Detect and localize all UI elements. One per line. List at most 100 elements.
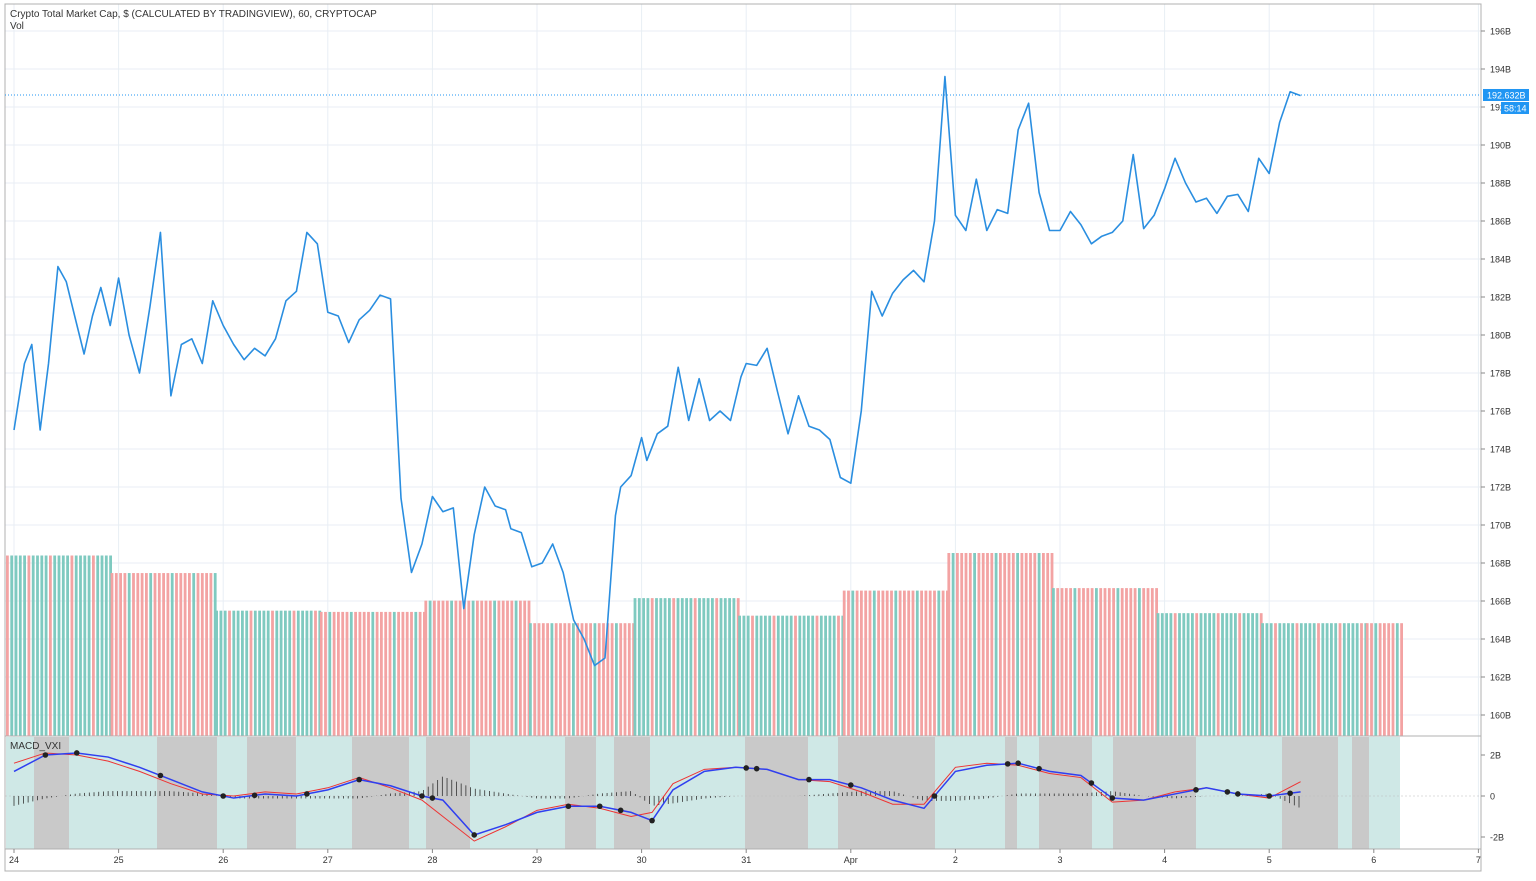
volume-bar	[192, 573, 196, 736]
volume-bar	[1150, 588, 1154, 736]
volume-bar	[510, 600, 514, 736]
volume-bar	[824, 615, 827, 736]
volume-bar	[663, 598, 667, 736]
macd-cross-marker	[753, 765, 760, 772]
volume-bar	[1304, 623, 1307, 736]
volume-bar	[1095, 588, 1098, 736]
volume-bar	[1046, 553, 1050, 736]
volume-bar	[1090, 588, 1094, 736]
volume-bar	[123, 573, 127, 736]
volume-bar	[1099, 588, 1103, 736]
volume-bar	[1037, 553, 1041, 736]
volume-bar	[815, 615, 819, 736]
volume-bar	[183, 573, 187, 736]
volume-bar	[659, 598, 663, 736]
volume-bar	[362, 611, 366, 736]
volume-bar	[354, 611, 357, 736]
volume-bar	[894, 590, 898, 736]
volume-bar	[1011, 553, 1015, 736]
volume-bar	[196, 573, 200, 736]
volume-bar	[615, 623, 618, 736]
volume-bar	[188, 573, 191, 736]
price-tick-label: 186B	[1490, 217, 1511, 227]
volume-bar	[209, 573, 213, 736]
volume-bar	[23, 555, 26, 736]
volume-bar	[928, 590, 932, 736]
volume-bar	[999, 553, 1002, 736]
macd-cross-marker	[1193, 787, 1199, 793]
volume-bar	[397, 611, 400, 736]
volume-bar	[467, 600, 471, 736]
volume-bar	[1203, 613, 1207, 736]
volume-bar	[463, 600, 466, 736]
macd-zone	[596, 737, 614, 849]
volume-bar	[977, 553, 981, 736]
macd-zone	[745, 737, 752, 849]
volume-bar	[610, 623, 614, 736]
time-tick-label: 24	[9, 855, 19, 865]
volume-bar	[104, 555, 108, 736]
chart-title: Crypto Total Market Cap, $ (CALCULATED B…	[10, 9, 377, 20]
volume-bar	[794, 615, 797, 736]
price-tick-label: 178B	[1490, 369, 1511, 379]
volume-bar	[418, 611, 422, 736]
time-tick-label: 27	[323, 855, 333, 865]
volume-bar	[258, 610, 261, 736]
volume-bar	[328, 611, 332, 736]
price-tick-label: 180B	[1490, 331, 1511, 341]
countdown-badge	[1501, 101, 1529, 114]
volume-bar	[14, 555, 18, 736]
volume-bar	[642, 598, 645, 736]
macd-cross-marker	[1287, 790, 1293, 797]
volume-bar	[832, 615, 836, 736]
volume-bar	[100, 555, 104, 736]
volume-bar	[27, 555, 31, 736]
price-tick-label: 162B	[1490, 673, 1511, 683]
volume-bar	[488, 600, 492, 736]
macd-cross-marker	[304, 791, 310, 797]
price-tick-label: 168B	[1490, 559, 1511, 569]
volume-bar	[693, 598, 697, 736]
volume-bar	[877, 590, 880, 736]
volume-bar	[798, 615, 802, 736]
volume-bar	[454, 600, 458, 736]
volume-bar	[1199, 613, 1203, 736]
volume-bar	[776, 615, 780, 736]
volume-bar	[1060, 588, 1064, 736]
volume-bar	[1003, 553, 1007, 736]
volume-bar	[223, 610, 227, 736]
volume-bar	[1391, 623, 1395, 736]
volume-bar	[519, 600, 522, 736]
volume-bar	[785, 615, 789, 736]
volume-bar	[689, 598, 693, 736]
macd-zone	[409, 737, 426, 849]
volume-bars	[6, 553, 1403, 736]
time-tick-label: 25	[114, 855, 124, 865]
volume-bar	[842, 590, 846, 736]
volume-bar	[1165, 613, 1168, 736]
volume-bar	[994, 553, 998, 736]
last-price-badge	[1483, 88, 1529, 101]
price-tick-label: 166B	[1490, 597, 1511, 607]
volume-bar	[706, 598, 710, 736]
volume-bar	[458, 600, 462, 736]
volume-bar	[292, 610, 296, 736]
macd-zone	[352, 737, 409, 849]
macd-zone	[217, 737, 247, 849]
volume-bar	[136, 573, 140, 736]
volume-bar	[736, 598, 740, 736]
volume-bar	[864, 590, 868, 736]
volume-bar	[1069, 588, 1072, 736]
price-tick-label: 192B	[1490, 103, 1511, 113]
volume-bar	[157, 573, 161, 736]
volume-bar	[1274, 623, 1277, 736]
price-tick-label: 182B	[1490, 293, 1511, 303]
volume-bar	[584, 623, 588, 736]
volume-bar	[36, 555, 39, 736]
volume-bar	[245, 610, 249, 736]
price-series	[13, 75, 1301, 667]
volume-bar	[66, 555, 69, 736]
price-tick-label: 160B	[1490, 711, 1511, 721]
